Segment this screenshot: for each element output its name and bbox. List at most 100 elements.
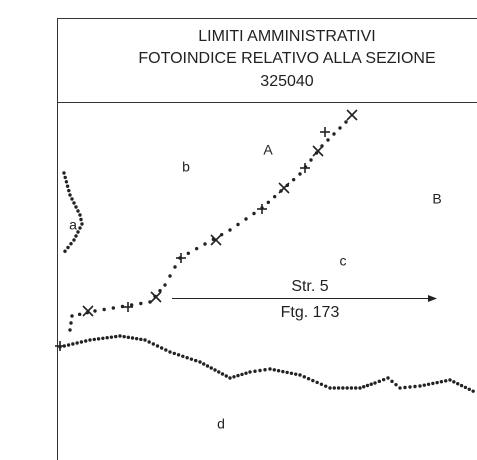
cross-marker bbox=[278, 182, 290, 194]
dot bbox=[294, 372, 298, 376]
dot bbox=[244, 371, 248, 375]
dotted-boundary bbox=[58, 334, 475, 393]
dot bbox=[72, 238, 76, 242]
dot bbox=[224, 374, 228, 378]
cross-marker bbox=[176, 253, 186, 263]
dot bbox=[164, 348, 168, 352]
dot bbox=[70, 314, 74, 318]
cross-marker bbox=[210, 234, 222, 246]
dot bbox=[403, 385, 407, 390]
dot bbox=[202, 362, 206, 366]
cross-marker bbox=[257, 204, 267, 214]
cross-marker bbox=[123, 302, 133, 312]
dot bbox=[311, 378, 315, 383]
dot bbox=[345, 386, 349, 390]
dotted-boundary bbox=[62, 171, 84, 253]
dot bbox=[88, 338, 92, 342]
dot bbox=[189, 357, 194, 361]
dot bbox=[198, 360, 202, 364]
dot bbox=[69, 321, 73, 325]
dot bbox=[418, 384, 422, 388]
dot bbox=[338, 126, 342, 130]
dot bbox=[92, 337, 96, 342]
arrow-head bbox=[428, 295, 437, 302]
dot bbox=[168, 274, 172, 278]
dot bbox=[126, 335, 131, 340]
cross-stroke bbox=[210, 234, 222, 246]
dot bbox=[66, 343, 71, 347]
dot bbox=[452, 380, 456, 384]
dot bbox=[232, 375, 236, 379]
zone-label: A bbox=[263, 142, 273, 158]
dot bbox=[341, 386, 345, 390]
dot bbox=[444, 379, 448, 383]
zone-label: B bbox=[432, 191, 441, 207]
dot bbox=[354, 386, 358, 390]
dot bbox=[398, 386, 402, 390]
dot bbox=[151, 342, 156, 346]
street-label: Str. 5 bbox=[291, 278, 328, 295]
dot bbox=[114, 334, 118, 339]
dot bbox=[101, 336, 105, 340]
cross-marker bbox=[312, 145, 324, 157]
dot bbox=[80, 222, 84, 226]
dot bbox=[332, 386, 336, 390]
dot bbox=[431, 381, 435, 386]
dot bbox=[240, 372, 244, 377]
dot bbox=[63, 175, 67, 180]
dot bbox=[79, 217, 83, 222]
dot bbox=[76, 209, 80, 213]
dotted-boundary bbox=[68, 120, 348, 332]
dot bbox=[130, 336, 135, 340]
dot bbox=[285, 370, 289, 375]
cross-stroke bbox=[312, 145, 324, 157]
dot bbox=[79, 340, 84, 344]
dot bbox=[332, 132, 336, 136]
dot bbox=[291, 177, 296, 182]
dot bbox=[422, 383, 426, 387]
dot bbox=[69, 242, 73, 246]
dot bbox=[65, 184, 70, 188]
dot bbox=[328, 386, 332, 390]
dot bbox=[272, 368, 276, 372]
dot bbox=[298, 373, 302, 377]
dot bbox=[413, 384, 417, 389]
dot bbox=[467, 387, 471, 391]
dot bbox=[306, 377, 311, 381]
cross-stroke bbox=[346, 109, 358, 121]
dot bbox=[263, 368, 267, 372]
dot bbox=[439, 380, 444, 384]
dot bbox=[448, 378, 452, 382]
zone-label: b bbox=[182, 159, 190, 175]
dot bbox=[373, 381, 377, 385]
dot bbox=[358, 386, 362, 390]
frame bbox=[57, 18, 477, 460]
dot bbox=[220, 372, 225, 376]
dot bbox=[463, 385, 468, 390]
dot bbox=[62, 171, 66, 175]
dot bbox=[84, 339, 88, 343]
dot bbox=[74, 205, 78, 209]
dot bbox=[109, 335, 114, 339]
dot bbox=[209, 366, 213, 370]
header-line: FOTOINDICE RELATIVO ALLA SEZIONE bbox=[138, 50, 435, 67]
dot bbox=[74, 234, 78, 238]
dot bbox=[377, 379, 382, 384]
cross-stroke bbox=[278, 182, 290, 194]
zone-label: a bbox=[69, 217, 77, 233]
dot bbox=[435, 380, 439, 385]
dot bbox=[302, 375, 306, 379]
dot bbox=[105, 336, 109, 340]
dot bbox=[76, 230, 80, 234]
dot bbox=[217, 370, 221, 374]
dot bbox=[78, 213, 82, 217]
dot bbox=[326, 138, 330, 142]
dot bbox=[369, 382, 373, 386]
dot bbox=[194, 246, 199, 251]
dot bbox=[408, 385, 412, 389]
dot bbox=[268, 367, 272, 371]
dot bbox=[75, 341, 79, 345]
dot bbox=[390, 379, 394, 384]
dot bbox=[185, 356, 189, 360]
